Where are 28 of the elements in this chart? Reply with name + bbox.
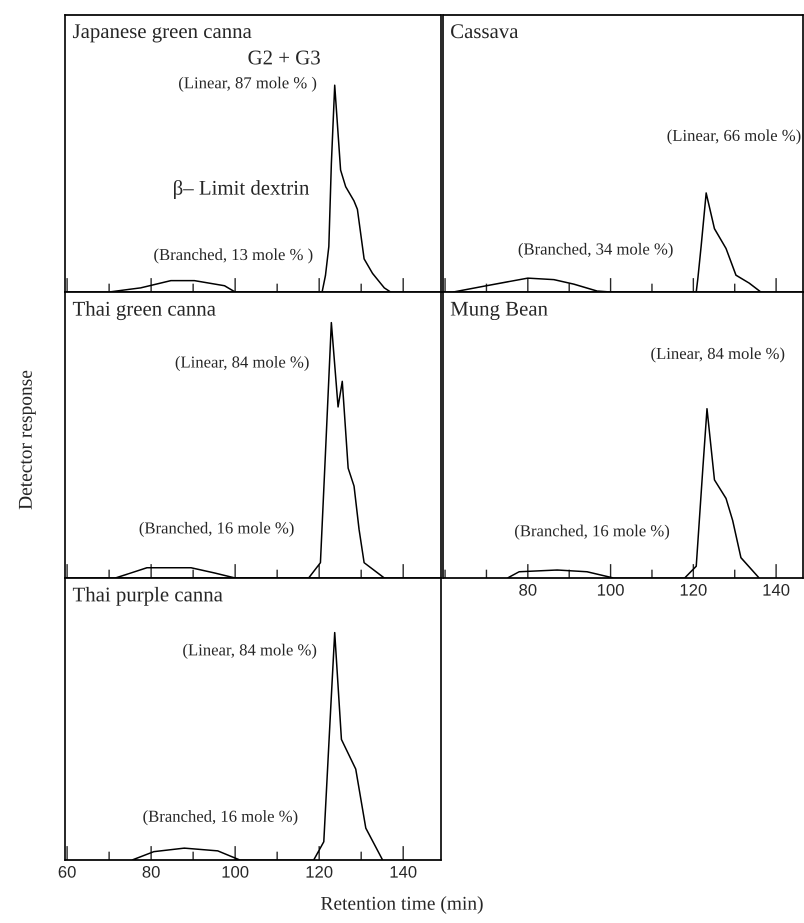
x-tick-label: 100 [598,584,624,596]
x-tick-label: 140 [390,866,416,878]
x-tick-label: 80 [142,866,160,878]
x-tick-label: 120 [680,584,707,596]
annotation: (Linear, 87 mole % ) [179,76,316,92]
annotation: (Branched, 16 mole %) [515,524,670,540]
text: (Linear, 66 mole %) [667,129,800,144]
annotation: β– Limit dextrin [174,180,310,200]
chart-title: Japanese green canna [72,24,252,42]
x-axis-title: Retention time (min) [321,896,483,914]
x-tick-label: 60 [58,866,76,878]
chart-title: Thai purple canna [72,586,223,606]
x-tick-label: 120 [306,866,332,878]
annotation: (Branched, 34 mole %) [518,242,673,258]
chart-title: Thai green canna [72,301,216,320]
annotation: (Branched, 13 mole % ) [154,248,312,264]
annotation: (Branched, 16 mole %) [143,810,298,826]
x-tick-label: 80 [519,584,536,596]
x-tick-label: 140 [763,584,790,596]
text: G2 + G3 [248,50,320,65]
text: (Linear, 84 mole %) [651,347,784,362]
chart-title: Mung Bean [450,302,548,320]
annotation: (Branched, 16 mole %) [140,522,294,537]
annotation: (Linear, 84 mole %) [176,356,309,372]
x-tick-label: 100 [222,866,248,878]
annotation: (Linear, 84 mole %) [183,644,316,659]
y-axis-title: Detector response [18,370,36,510]
chart-title: Cassava [451,24,518,38]
